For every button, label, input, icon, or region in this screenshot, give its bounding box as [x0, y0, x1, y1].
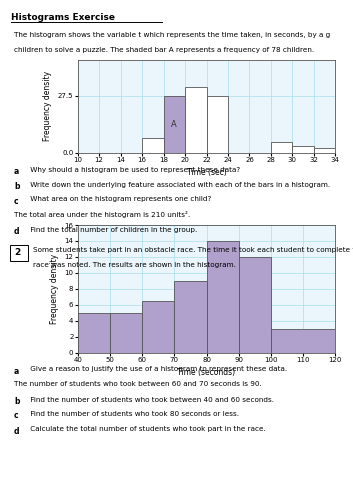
- Text: Histograms Exercise: Histograms Exercise: [11, 13, 115, 22]
- Text: Why should a histogram be used to represent these data?: Why should a histogram be used to repres…: [28, 166, 240, 172]
- Text: a: a: [14, 366, 19, 376]
- Bar: [271, 328, 335, 352]
- Text: 2: 2: [14, 248, 20, 256]
- Text: c: c: [14, 412, 19, 420]
- Bar: [142, 138, 163, 152]
- Bar: [314, 148, 335, 152]
- Text: b: b: [14, 396, 20, 406]
- Bar: [207, 241, 239, 352]
- Bar: [292, 146, 314, 152]
- X-axis label: Time (sec): Time (sec): [187, 168, 226, 177]
- Text: Give a reason to justify the use of a histogram to represent these data.: Give a reason to justify the use of a hi…: [28, 366, 287, 372]
- Bar: [239, 257, 271, 352]
- Text: d: d: [14, 226, 20, 235]
- Text: Some students take part in an obstacle race. The time it took each student to co: Some students take part in an obstacle r…: [33, 246, 353, 252]
- Text: race was noted. The results are shown in the histogram.: race was noted. The results are shown in…: [33, 262, 236, 268]
- Y-axis label: Frequency density: Frequency density: [50, 254, 59, 324]
- Bar: [110, 312, 142, 352]
- Text: c: c: [14, 196, 19, 205]
- X-axis label: Time (seconds): Time (seconds): [178, 368, 235, 377]
- Text: Find the number of students who took between 40 and 60 seconds.: Find the number of students who took bet…: [28, 396, 274, 402]
- Bar: [174, 281, 207, 352]
- Text: Find the number of students who took 80 seconds or less.: Find the number of students who took 80 …: [28, 412, 239, 418]
- Bar: [163, 96, 185, 152]
- Text: The number of students who took between 60 and 70 seconds is 90.: The number of students who took between …: [14, 382, 262, 388]
- Y-axis label: Frequency density: Frequency density: [43, 71, 53, 142]
- Text: children to solve a puzzle. The shaded bar A represents a frequency of 78 childr: children to solve a puzzle. The shaded b…: [14, 47, 314, 53]
- Bar: [78, 312, 110, 352]
- Text: a: a: [14, 166, 19, 175]
- Text: A: A: [172, 120, 177, 128]
- Bar: [271, 142, 292, 152]
- Bar: [142, 300, 174, 352]
- Bar: [185, 86, 207, 152]
- Text: Write down the underlying feature associated with each of the bars in a histogra: Write down the underlying feature associ…: [28, 182, 330, 188]
- Text: Find the total number of children in the group.: Find the total number of children in the…: [28, 226, 197, 232]
- Text: What area on the histogram represents one child?: What area on the histogram represents on…: [28, 196, 211, 202]
- Text: The histogram shows the variable t which represents the time taken, in seconds, : The histogram shows the variable t which…: [14, 32, 330, 38]
- Text: b: b: [14, 182, 20, 190]
- Bar: [207, 96, 228, 152]
- Text: The total area under the histogram is 210 units².: The total area under the histogram is 21…: [14, 212, 190, 218]
- Text: d: d: [14, 426, 20, 436]
- Text: Calculate the total number of students who took part in the race.: Calculate the total number of students w…: [28, 426, 265, 432]
